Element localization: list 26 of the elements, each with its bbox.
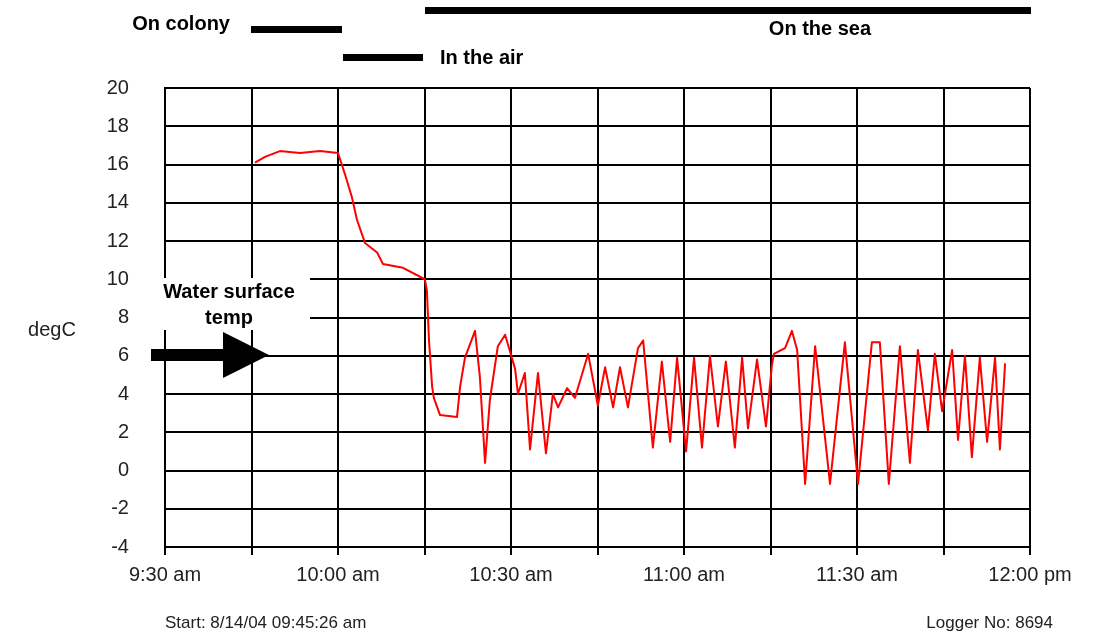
y-tick-label: 18	[106, 113, 129, 136]
y-tick-label: 0	[117, 458, 129, 481]
y-tick-label: 4	[117, 381, 129, 404]
text: On the sea	[767, 17, 873, 39]
y-tick-label: 2	[117, 419, 129, 442]
x-tick-label: 10:30 am	[469, 562, 553, 585]
x-tick-label: 11:00 am	[643, 562, 725, 585]
y-tick-label: 14	[106, 190, 129, 213]
y-axis-title: degC	[28, 317, 76, 340]
y-tick-label: 8	[117, 305, 129, 328]
y-tick-label: 16	[106, 152, 129, 175]
x-tick-label: 11:30 am	[816, 562, 898, 585]
y-tick-label: -4	[111, 534, 129, 557]
y-tick-label: 10	[106, 266, 129, 289]
text: Logger No: 8694	[925, 612, 1053, 634]
y-tick-label: 6	[117, 343, 129, 366]
y-tick-label: 20	[106, 75, 129, 98]
x-tick-label: 10:00 am	[296, 562, 380, 585]
annotation: Water surface temp	[148, 278, 310, 330]
text: In the air	[440, 46, 525, 68]
y-tick-label: 12	[106, 228, 129, 251]
x-tick-label: 12:00 pm	[988, 562, 1072, 585]
text: Start: 8/14/04 09:45:26 am	[165, 612, 368, 634]
y-tick-label: -2	[111, 496, 129, 519]
x-tick-label: 9:30 am	[128, 562, 202, 585]
text: On colony	[131, 12, 230, 34]
